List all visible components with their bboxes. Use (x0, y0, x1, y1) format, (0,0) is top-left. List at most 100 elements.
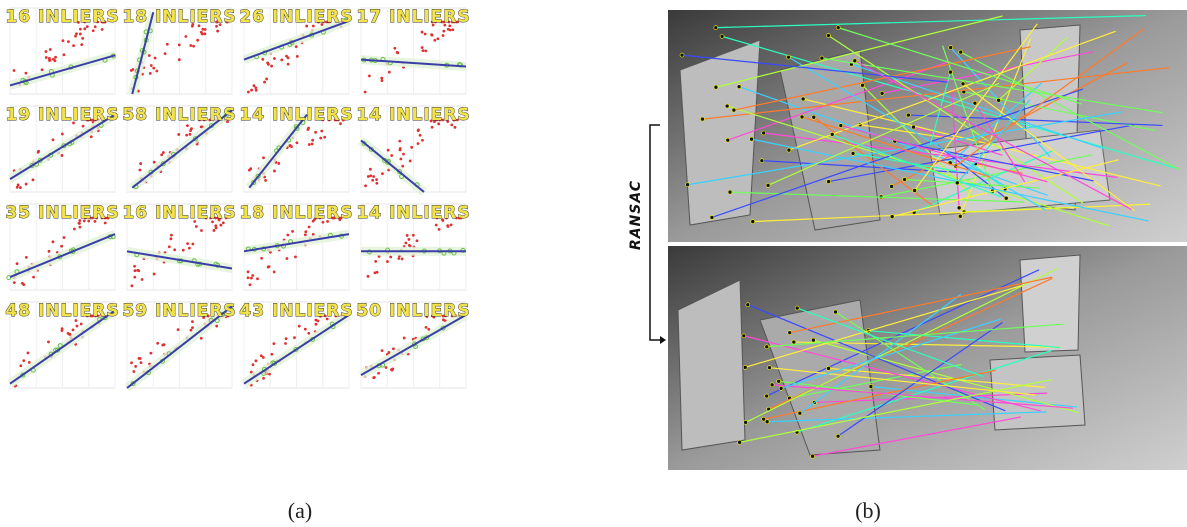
outlier-point (427, 328, 430, 331)
outlier-point (13, 281, 16, 284)
keypoint (834, 310, 838, 314)
inlier-count-label: 14 INLIERS (239, 105, 353, 125)
scatter-panel: 14 INLIERS (356, 203, 470, 290)
outlier-point (150, 64, 153, 67)
outlier-point (270, 65, 273, 68)
outlier-point (251, 274, 254, 277)
outlier-point (265, 78, 268, 81)
outlier-point (431, 34, 434, 37)
caption: (a) (288, 498, 312, 523)
outlier-point (154, 57, 157, 60)
outlier-point (364, 184, 367, 187)
outlier-point (215, 325, 218, 328)
outlier-point (63, 236, 66, 239)
outlier-point (375, 182, 378, 185)
outlier-point (421, 139, 424, 142)
outlier-point (255, 89, 258, 92)
outlier-point (216, 30, 219, 33)
outlier-point (191, 326, 194, 329)
outlier-point (263, 81, 266, 84)
keypoint (830, 132, 834, 136)
keypoint (906, 113, 910, 117)
outlier-point (156, 342, 159, 345)
outlier-point (401, 258, 404, 261)
outlier-point (204, 28, 207, 31)
scatter-panel: 58 INLIERS (122, 105, 236, 192)
outlier-point (32, 178, 35, 181)
keypoint (958, 214, 962, 218)
outlier-point (320, 130, 323, 133)
outlier-point (90, 135, 93, 138)
outlier-point (367, 275, 370, 278)
outlier-point (48, 250, 51, 253)
outlier-point (153, 161, 156, 164)
inlier-count-label: 43 INLIERS (239, 301, 353, 321)
outlier-point (256, 277, 259, 280)
scatter-panel: 17 INLIERS (356, 7, 470, 94)
keypoint (787, 148, 791, 152)
outlier-point (161, 344, 164, 347)
outlier-point (152, 67, 155, 70)
outlier-point (293, 336, 296, 339)
outlier-point (25, 72, 28, 75)
outlier-point (268, 373, 271, 376)
keypoint (767, 366, 771, 370)
outlier-point (178, 58, 181, 61)
keypoint (948, 70, 952, 74)
outlier-point (169, 237, 172, 240)
outlier-point (16, 262, 19, 265)
outlier-point (247, 276, 250, 279)
keypoint (912, 125, 916, 129)
side-label: RANSAC (628, 180, 644, 250)
outlier-point (323, 136, 326, 139)
inlier-count-label: 58 INLIERS (122, 105, 236, 125)
outlier-point (60, 245, 63, 248)
outlier-point (304, 233, 307, 236)
keypoint (714, 26, 718, 30)
outlier-point (422, 49, 425, 52)
outlier-point (25, 256, 28, 259)
outlier-point (140, 361, 143, 364)
outlier-point (186, 242, 189, 245)
keypoint (839, 124, 843, 128)
outlier-point (28, 361, 31, 364)
inlier-count-label: 50 INLIERS (356, 301, 470, 321)
keypoint (792, 340, 796, 344)
outlier-point (45, 50, 48, 53)
outlier-point (52, 138, 55, 141)
scatter-panel: 19 INLIERS (5, 105, 119, 192)
keypoint (812, 115, 816, 119)
outlier-point (250, 277, 253, 280)
outlier-point (388, 71, 391, 74)
outlier-point (155, 70, 158, 73)
keypoint (710, 215, 714, 219)
outlier-point (139, 162, 142, 165)
keypoint (766, 183, 770, 187)
inlier-count-label: 19 INLIERS (5, 105, 119, 125)
scatter-panel: 14 INLIERS (239, 105, 353, 192)
outlier-point (255, 359, 258, 362)
keypoint (788, 331, 792, 335)
keypoint (957, 206, 961, 210)
outlier-point (296, 55, 299, 58)
outlier-point (311, 139, 314, 142)
outlier-point (304, 328, 307, 331)
outlier-point (368, 75, 371, 78)
outlier-point (80, 323, 83, 326)
outlier-point (82, 125, 85, 128)
outlier-point (92, 29, 95, 32)
outlier-point (267, 63, 270, 66)
outlier-point (304, 230, 307, 233)
outlier-point (173, 248, 176, 251)
keypoint (744, 420, 748, 424)
outlier-point (249, 283, 252, 286)
outlier-point (392, 347, 395, 350)
outlier-point (190, 329, 193, 332)
outlier-point (45, 56, 48, 59)
photo-bottom (668, 246, 1187, 470)
outlier-point (19, 364, 22, 367)
outlier-point (37, 150, 40, 153)
outlier-point (319, 137, 322, 140)
outlier-point (75, 32, 78, 35)
outlier-point (101, 28, 104, 31)
